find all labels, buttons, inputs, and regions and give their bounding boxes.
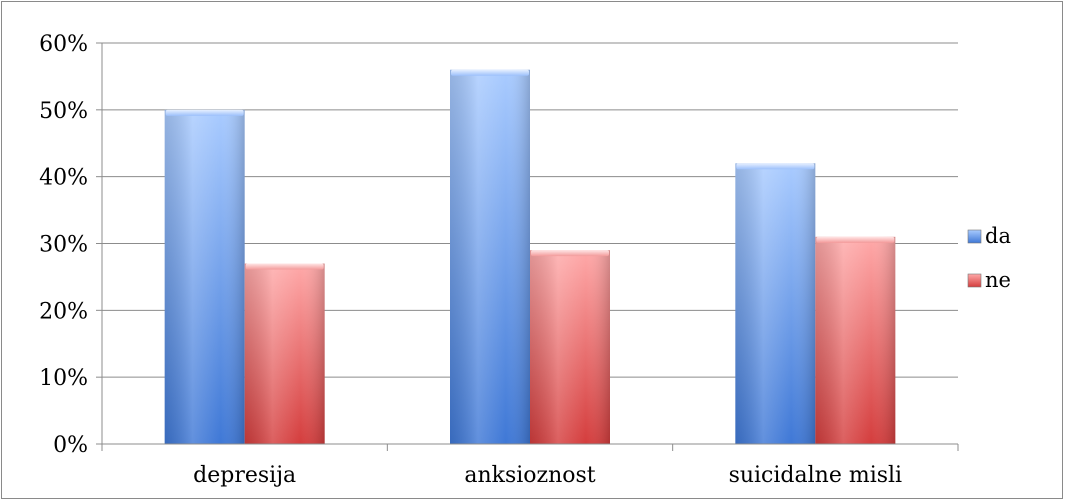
bar-da [164, 109, 245, 444]
y-tick-label: 60% [39, 32, 88, 57]
bar-sheen [530, 250, 610, 444]
bar-sheen [735, 163, 816, 445]
legend-label: da [985, 224, 1011, 248]
bar-ne [815, 236, 896, 444]
y-tick-label: 0% [53, 433, 88, 458]
bar-sheen [450, 69, 530, 444]
bar-cap [816, 236, 895, 243]
y-tick-label: 40% [39, 166, 88, 191]
bar-sheen [164, 109, 245, 444]
y-tick-label: 50% [39, 99, 88, 124]
bar-cap [165, 109, 244, 116]
axes: 0% 10% 20% 30% 40% 50% 60% depresija anksioznost… [39, 32, 959, 488]
y-tick-label: 20% [39, 299, 88, 324]
legend-swatch [967, 229, 982, 244]
y-tick-label: 30% [39, 233, 88, 258]
bar-cap [531, 250, 609, 257]
x-tick-label: anksioznost [464, 463, 595, 488]
bar-cap [451, 69, 529, 76]
bar-cap [736, 163, 815, 170]
y-tick-label: 10% [39, 366, 88, 391]
legend-swatch [967, 273, 982, 288]
legend: da ne [967, 224, 1011, 292]
legend-label: ne [985, 268, 1011, 292]
bar-da [735, 163, 816, 445]
bar-ne [530, 250, 610, 444]
bar-sheen [815, 236, 896, 444]
x-tick-label: suicidalne misli [729, 463, 903, 488]
bar-sheen [244, 263, 325, 444]
bars [164, 69, 896, 445]
legend-item-ne: ne [967, 268, 1011, 292]
legend-item-da: da [967, 224, 1011, 248]
bar-da [450, 69, 530, 444]
bar-cap [245, 263, 324, 270]
bar-ne [244, 263, 325, 444]
x-tick-label: depresija [193, 463, 296, 488]
